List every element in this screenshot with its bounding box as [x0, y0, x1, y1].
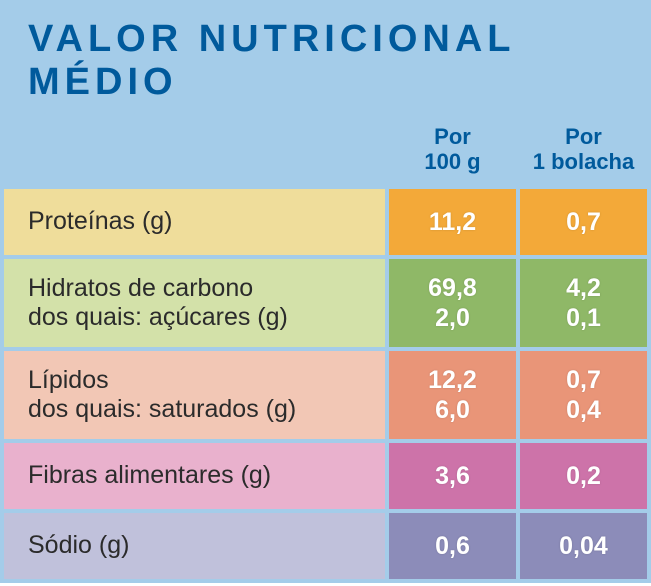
row-value-line: 0,4 [524, 395, 643, 425]
row-label-line: dos quais: açúcares (g) [28, 303, 373, 332]
panel-title: VALOR NUTRICIONAL MÉDIO [0, 0, 651, 114]
row-label-line: Lípidos [28, 366, 373, 395]
row-label-line: Hidratos de carbono [28, 274, 373, 303]
row-value-line: 11,2 [393, 207, 512, 237]
row-value-line: 0,6 [393, 531, 512, 561]
row-value-line: 4,2 [524, 273, 643, 303]
row-value-line: 6,0 [393, 395, 512, 425]
nutrition-table: Por 100 g Por 1 bolacha Proteínas (g) 11,… [0, 114, 651, 583]
row-value: 0,7 [520, 189, 647, 255]
header-col-1-line1: Por [434, 124, 471, 149]
table-row: Hidratos de carbonodos quais: açúcares (… [4, 259, 647, 347]
row-label: Fibras alimentares (g) [4, 443, 385, 509]
table-row: Proteínas (g) 11,2 0,7 [4, 189, 647, 255]
row-value-line: 0,2 [524, 461, 643, 491]
row-value-line: 0,1 [524, 303, 643, 333]
row-value-line: 0,7 [524, 365, 643, 395]
row-value: 12,26,0 [389, 351, 516, 439]
row-value-line: 69,8 [393, 273, 512, 303]
nutrition-panel: VALOR NUTRICIONAL MÉDIO Por 100 g Por 1 … [0, 0, 651, 583]
row-label-line: Proteínas (g) [28, 207, 373, 236]
header-empty [4, 118, 385, 185]
row-label: Sódio (g) [4, 513, 385, 579]
row-label: Hidratos de carbonodos quais: açúcares (… [4, 259, 385, 347]
row-value: 0,04 [520, 513, 647, 579]
row-label-line: Sódio (g) [28, 531, 373, 560]
row-label: Proteínas (g) [4, 189, 385, 255]
row-label: Lípidosdos quais: saturados (g) [4, 351, 385, 439]
row-value: 11,2 [389, 189, 516, 255]
row-value: 4,20,1 [520, 259, 647, 347]
row-value: 0,2 [520, 443, 647, 509]
row-value-line: 0,04 [524, 531, 643, 561]
header-col-1-line2: 100 g [424, 149, 480, 174]
row-label-line: Fibras alimentares (g) [28, 461, 373, 490]
header-col-1: Por 100 g [389, 118, 516, 185]
row-value: 69,82,0 [389, 259, 516, 347]
row-value: 0,6 [389, 513, 516, 579]
table-row: Fibras alimentares (g) 3,6 0,2 [4, 443, 647, 509]
row-value-line: 3,6 [393, 461, 512, 491]
header-col-2: Por 1 bolacha [520, 118, 647, 185]
header-col-2-line1: Por [565, 124, 602, 149]
table-row: Sódio (g) 0,6 0,04 [4, 513, 647, 579]
row-label-line: dos quais: saturados (g) [28, 395, 373, 424]
table-row: Lípidosdos quais: saturados (g)12,26,00,… [4, 351, 647, 439]
row-value: 0,70,4 [520, 351, 647, 439]
header-col-2-line2: 1 bolacha [533, 149, 634, 174]
row-value-line: 0,7 [524, 207, 643, 237]
table-body: Proteínas (g)11,20,7Hidratos de carbonod… [4, 189, 647, 579]
row-value-line: 2,0 [393, 303, 512, 333]
row-value-line: 12,2 [393, 365, 512, 395]
row-value: 3,6 [389, 443, 516, 509]
table-header-row: Por 100 g Por 1 bolacha [4, 118, 647, 185]
